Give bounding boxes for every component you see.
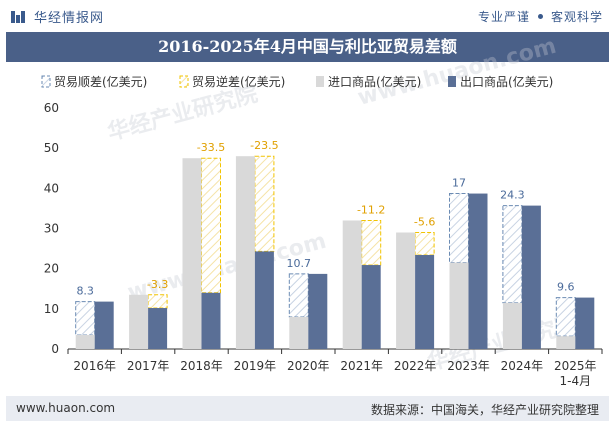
brand-name: 华经情报网 (34, 11, 105, 26)
bars (75, 155, 595, 349)
export-bar (94, 301, 114, 349)
import-bar (396, 232, 416, 349)
balance-data-label: 10.7 (287, 257, 312, 270)
x-tick-label: 2019年 (234, 359, 277, 373)
deficit-bar (254, 155, 275, 252)
y-tick-label: 30 (44, 222, 59, 236)
surplus-bar (288, 273, 309, 318)
x-tick-label: 2016年 (73, 359, 116, 373)
x-tick-label: 2021年 (340, 359, 383, 373)
surplus-bar (75, 301, 96, 336)
export-bar (308, 273, 328, 349)
import-bar (502, 302, 522, 349)
legend-label: 贸易顺差(亿美元) (54, 74, 147, 89)
slogan-left: 专业严谨 (477, 10, 530, 24)
export-bar (254, 251, 274, 349)
legend-swatch (316, 76, 324, 87)
balance-data-label: -23.5 (250, 139, 278, 152)
import-bar (556, 336, 576, 349)
brand-logo-icon (11, 10, 25, 23)
legend-swatch (448, 76, 456, 87)
x-tick-label: 2022年 (394, 359, 437, 373)
legend: 贸易顺差(亿美元) 贸易逆差(亿美元) 进口商品(亿美元) 出口商品(亿美元) (41, 74, 553, 89)
footer-website[interactable]: www.huaon.com (16, 401, 116, 415)
axes: 0 10 20 30 40 50 60 2016年 2017年 2018年 2019年 2020年 20… (44, 101, 603, 388)
export-bar (575, 297, 595, 349)
export-bar (468, 193, 488, 349)
x-tick-label: 2017年 (127, 359, 170, 373)
footer-source: 数据来源：中国海关，华经产业研究院整理 (370, 403, 599, 417)
top-bar: 华经情报网 专业严谨 客观科学 (0, 0, 615, 32)
x-tick-label: 2020年 (287, 359, 330, 373)
balance-data-label: -5.6 (414, 216, 435, 229)
y-tick-label: 60 (44, 101, 59, 115)
x-tick-label: 2025年 (554, 359, 597, 373)
slogan-right: 客观科学 (550, 10, 603, 24)
y-tick-label: 20 (44, 262, 59, 276)
balance-data-label: 8.3 (76, 285, 94, 298)
deficit-bar (201, 157, 221, 294)
import-bar (129, 294, 149, 349)
import-bar (449, 262, 469, 349)
title-bar: 2016-2025年4月中国与利比亚贸易差额 (6, 32, 609, 62)
balance-data-label: -11.2 (357, 203, 385, 216)
balance-data-label: 17 (452, 177, 466, 190)
y-tick-label: 0 (51, 342, 59, 356)
legend-label: 进口商品(亿美元) (328, 74, 421, 89)
y-tick-label: 50 (44, 141, 59, 155)
export-bar (148, 308, 168, 349)
x-tick-label: 2023年 (447, 359, 490, 373)
deficit-bar (361, 219, 382, 266)
brand[interactable]: 华经情报网 (10, 7, 104, 26)
legend-swatch (179, 75, 189, 88)
import-bar (182, 158, 202, 349)
deficit-bar (147, 294, 168, 309)
slogan-dot-icon (537, 14, 543, 19)
balance-data-label: -33.5 (197, 141, 225, 154)
surplus-bar (502, 205, 523, 304)
balance-data-label: -3.3 (147, 278, 168, 291)
import-bar (342, 220, 362, 349)
deficit-bar (414, 232, 435, 256)
y-tick-label: 10 (44, 302, 59, 316)
legend-label: 出口商品(亿美元) (460, 74, 553, 89)
legend-swatch (41, 75, 51, 88)
import-bar (289, 316, 309, 349)
x-tick-label: 2024年 (501, 359, 544, 373)
data-labels: 8.3 -3.3 -33.5 -23.5 10.7 -11.2 -5.6 17 24.3 9.6 (76, 139, 574, 297)
y-tick-label: 40 (44, 181, 59, 195)
footer: www.huaon.com 数据来源：中国海关，华经产业研究院整理 (6, 396, 609, 421)
export-bar (415, 255, 435, 349)
surplus-bar (555, 297, 576, 337)
slogan: 专业严谨 客观科学 (478, 8, 603, 25)
balance-data-label: 24.3 (500, 189, 525, 202)
x-tick-label: 2018年 (180, 359, 223, 373)
import-bar (75, 334, 95, 349)
x-tick-label: 1-4月 (559, 374, 591, 388)
import-bar (235, 156, 255, 349)
watermark-text: www.huaon.com (355, 34, 559, 111)
watermark-text: 华经产业研究院 (105, 81, 260, 146)
balance-data-label: 9.6 (557, 281, 575, 294)
chart-title: 2016-2025年4月中国与利比亚贸易差额 (158, 37, 457, 56)
export-bar (201, 292, 221, 349)
export-bar (521, 205, 541, 349)
legend-label: 贸易逆差(亿美元) (192, 74, 285, 89)
export-bar (361, 265, 381, 349)
surplus-bar (449, 193, 469, 264)
